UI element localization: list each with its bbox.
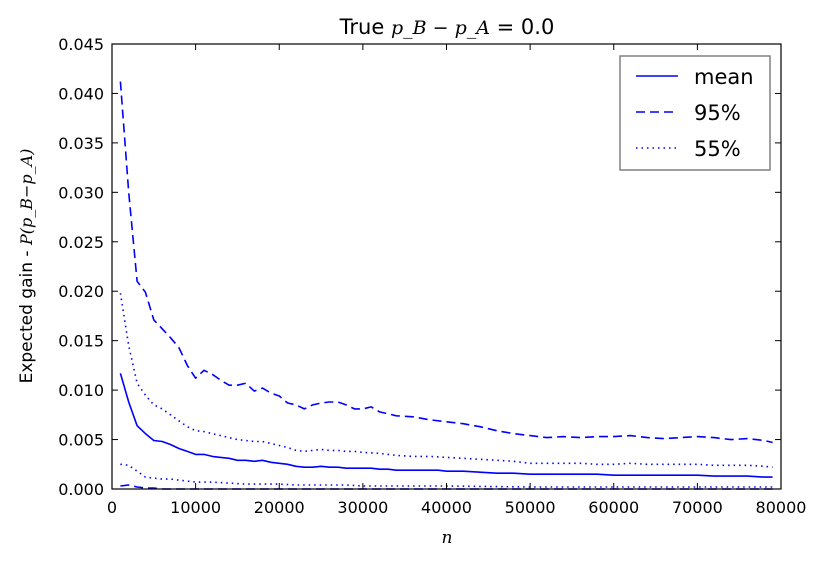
y-tick-label: 0.015 xyxy=(58,332,104,351)
title-math: p_B − p_A xyxy=(391,17,490,39)
x-tick-label: 40000 xyxy=(421,498,472,517)
legend-box xyxy=(619,55,771,171)
tick-layer: 0 10000 20000 30000 40000 50000 60000 70000 8000… xyxy=(58,35,806,517)
legend-entries: mean 95% 55% xyxy=(636,65,754,161)
x-tick-label: 60000 xyxy=(588,498,639,517)
title-prefix: True xyxy=(339,15,385,39)
y-tick-label: 0.005 xyxy=(58,431,104,450)
chart-title: True p_B − p_A = 0.0 xyxy=(339,15,555,39)
x-tick-label: 80000 xyxy=(756,498,807,517)
y-tick-label: 0.040 xyxy=(58,84,104,103)
y-tick-label: 0.035 xyxy=(58,134,104,153)
series-line-mean xyxy=(119,373,773,478)
x-tick-label: 70000 xyxy=(672,498,723,517)
y-tick-label: 0.020 xyxy=(58,282,104,301)
series-line-95pct xyxy=(119,81,773,444)
series-line-extra-3 xyxy=(120,463,773,488)
x-tick-label: 30000 xyxy=(337,498,388,517)
y-axis-label-math: P(p_B−p_A) xyxy=(17,149,36,246)
x-tick-label: 50000 xyxy=(505,498,556,517)
x-tick-label: 0 xyxy=(107,498,117,517)
y-tick-label: 0.025 xyxy=(58,233,104,252)
legend-label: 95% xyxy=(694,101,741,125)
y-axis-label: Expected gain - P(p_B−p_A) xyxy=(17,149,37,384)
y-tick-label: 0.045 xyxy=(58,35,104,54)
x-tick-label: 20000 xyxy=(254,498,305,517)
title-suffix: = 0.0 xyxy=(497,15,555,39)
y-tick-label: 0.000 xyxy=(58,480,104,499)
plot-frame xyxy=(111,43,782,490)
y-axis-label-text: Expected gain - xyxy=(17,245,37,383)
legend-label: mean xyxy=(694,65,754,89)
series-line-55pct xyxy=(119,293,773,468)
x-tick-label: 10000 xyxy=(170,498,221,517)
y-tick-label: 0.030 xyxy=(58,183,104,202)
y-tick-label: 0.010 xyxy=(58,381,104,400)
legend-label: 55% xyxy=(694,137,741,161)
x-axis-label: n xyxy=(442,528,453,548)
legend: mean 95% 55% xyxy=(619,55,771,171)
